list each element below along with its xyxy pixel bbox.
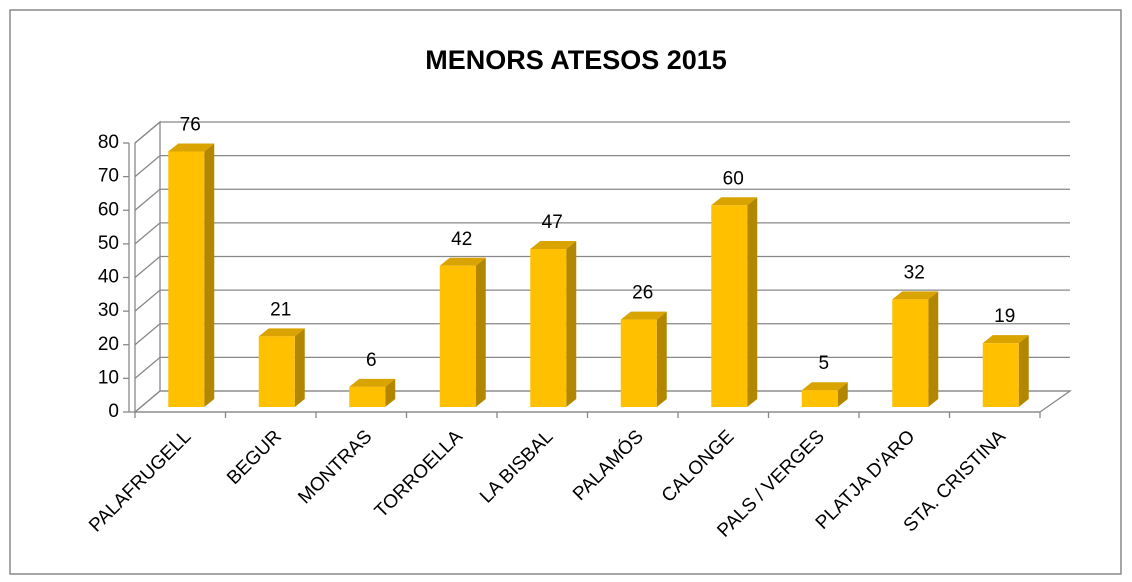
bar-top (711, 197, 758, 206)
bar-side (928, 291, 939, 407)
value-label: 76 (180, 114, 201, 135)
bar-top (801, 382, 848, 391)
bar (168, 151, 205, 407)
bar-side (475, 257, 486, 407)
bar-top (982, 335, 1029, 344)
value-label: 47 (542, 212, 563, 233)
bar (711, 205, 748, 407)
bar-side (204, 143, 215, 407)
bar-top (168, 143, 215, 152)
y-tick-label: 40 (98, 267, 119, 288)
bar-side (1018, 335, 1029, 407)
bar (620, 319, 657, 407)
bar-top (892, 291, 939, 300)
grid-line (134, 121, 1070, 144)
grid-line (134, 289, 1070, 312)
value-label: 5 (818, 353, 829, 374)
bar (439, 265, 476, 407)
grid-line (134, 188, 1070, 211)
bar (801, 390, 838, 407)
value-label: 60 (723, 168, 744, 189)
bar (892, 299, 929, 407)
bar-top (258, 328, 305, 337)
bar (258, 336, 295, 407)
bar-top (620, 311, 667, 320)
grid-line (134, 222, 1070, 245)
bar-side (656, 311, 667, 407)
bar-top (439, 257, 486, 266)
bar-side (294, 328, 305, 407)
bar (530, 248, 567, 407)
value-label: 21 (270, 299, 291, 320)
bar (349, 386, 386, 407)
y-tick-label: 30 (98, 300, 119, 321)
grid-line (134, 323, 1070, 346)
y-tick-label: 60 (98, 199, 119, 220)
y-tick-label: 80 (98, 132, 119, 153)
y-tick-label: 10 (98, 367, 119, 388)
y-tick-label: 0 (108, 401, 119, 422)
bar-top (530, 240, 577, 249)
bar (982, 343, 1019, 407)
bar-side (837, 382, 848, 407)
bar-side (385, 378, 396, 407)
y-tick-label: 20 (98, 334, 119, 355)
value-label: 6 (366, 350, 377, 371)
value-label: 19 (994, 306, 1015, 327)
bar-side (566, 240, 577, 407)
grid-line (134, 154, 1070, 178)
grid-line (134, 356, 1070, 379)
value-label: 26 (632, 283, 653, 304)
value-label: 42 (451, 229, 472, 250)
value-label: 32 (904, 262, 925, 283)
bar-side (747, 197, 758, 407)
chart-title: MENORS ATESOS 2015 (425, 45, 727, 75)
y-tick-label: 50 (98, 233, 119, 254)
bar-top (349, 378, 396, 387)
grid-line (134, 390, 1070, 413)
y-tick-label: 70 (98, 166, 119, 187)
grid-line (134, 255, 1070, 278)
